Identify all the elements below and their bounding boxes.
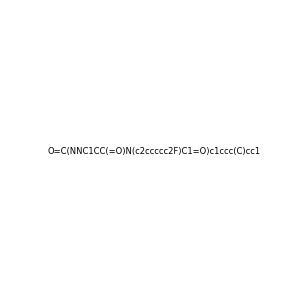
Text: O=C(NNC1CC(=O)N(c2ccccc2F)C1=O)c1ccc(C)cc1: O=C(NNC1CC(=O)N(c2ccccc2F)C1=O)c1ccc(C)c…: [47, 147, 260, 156]
